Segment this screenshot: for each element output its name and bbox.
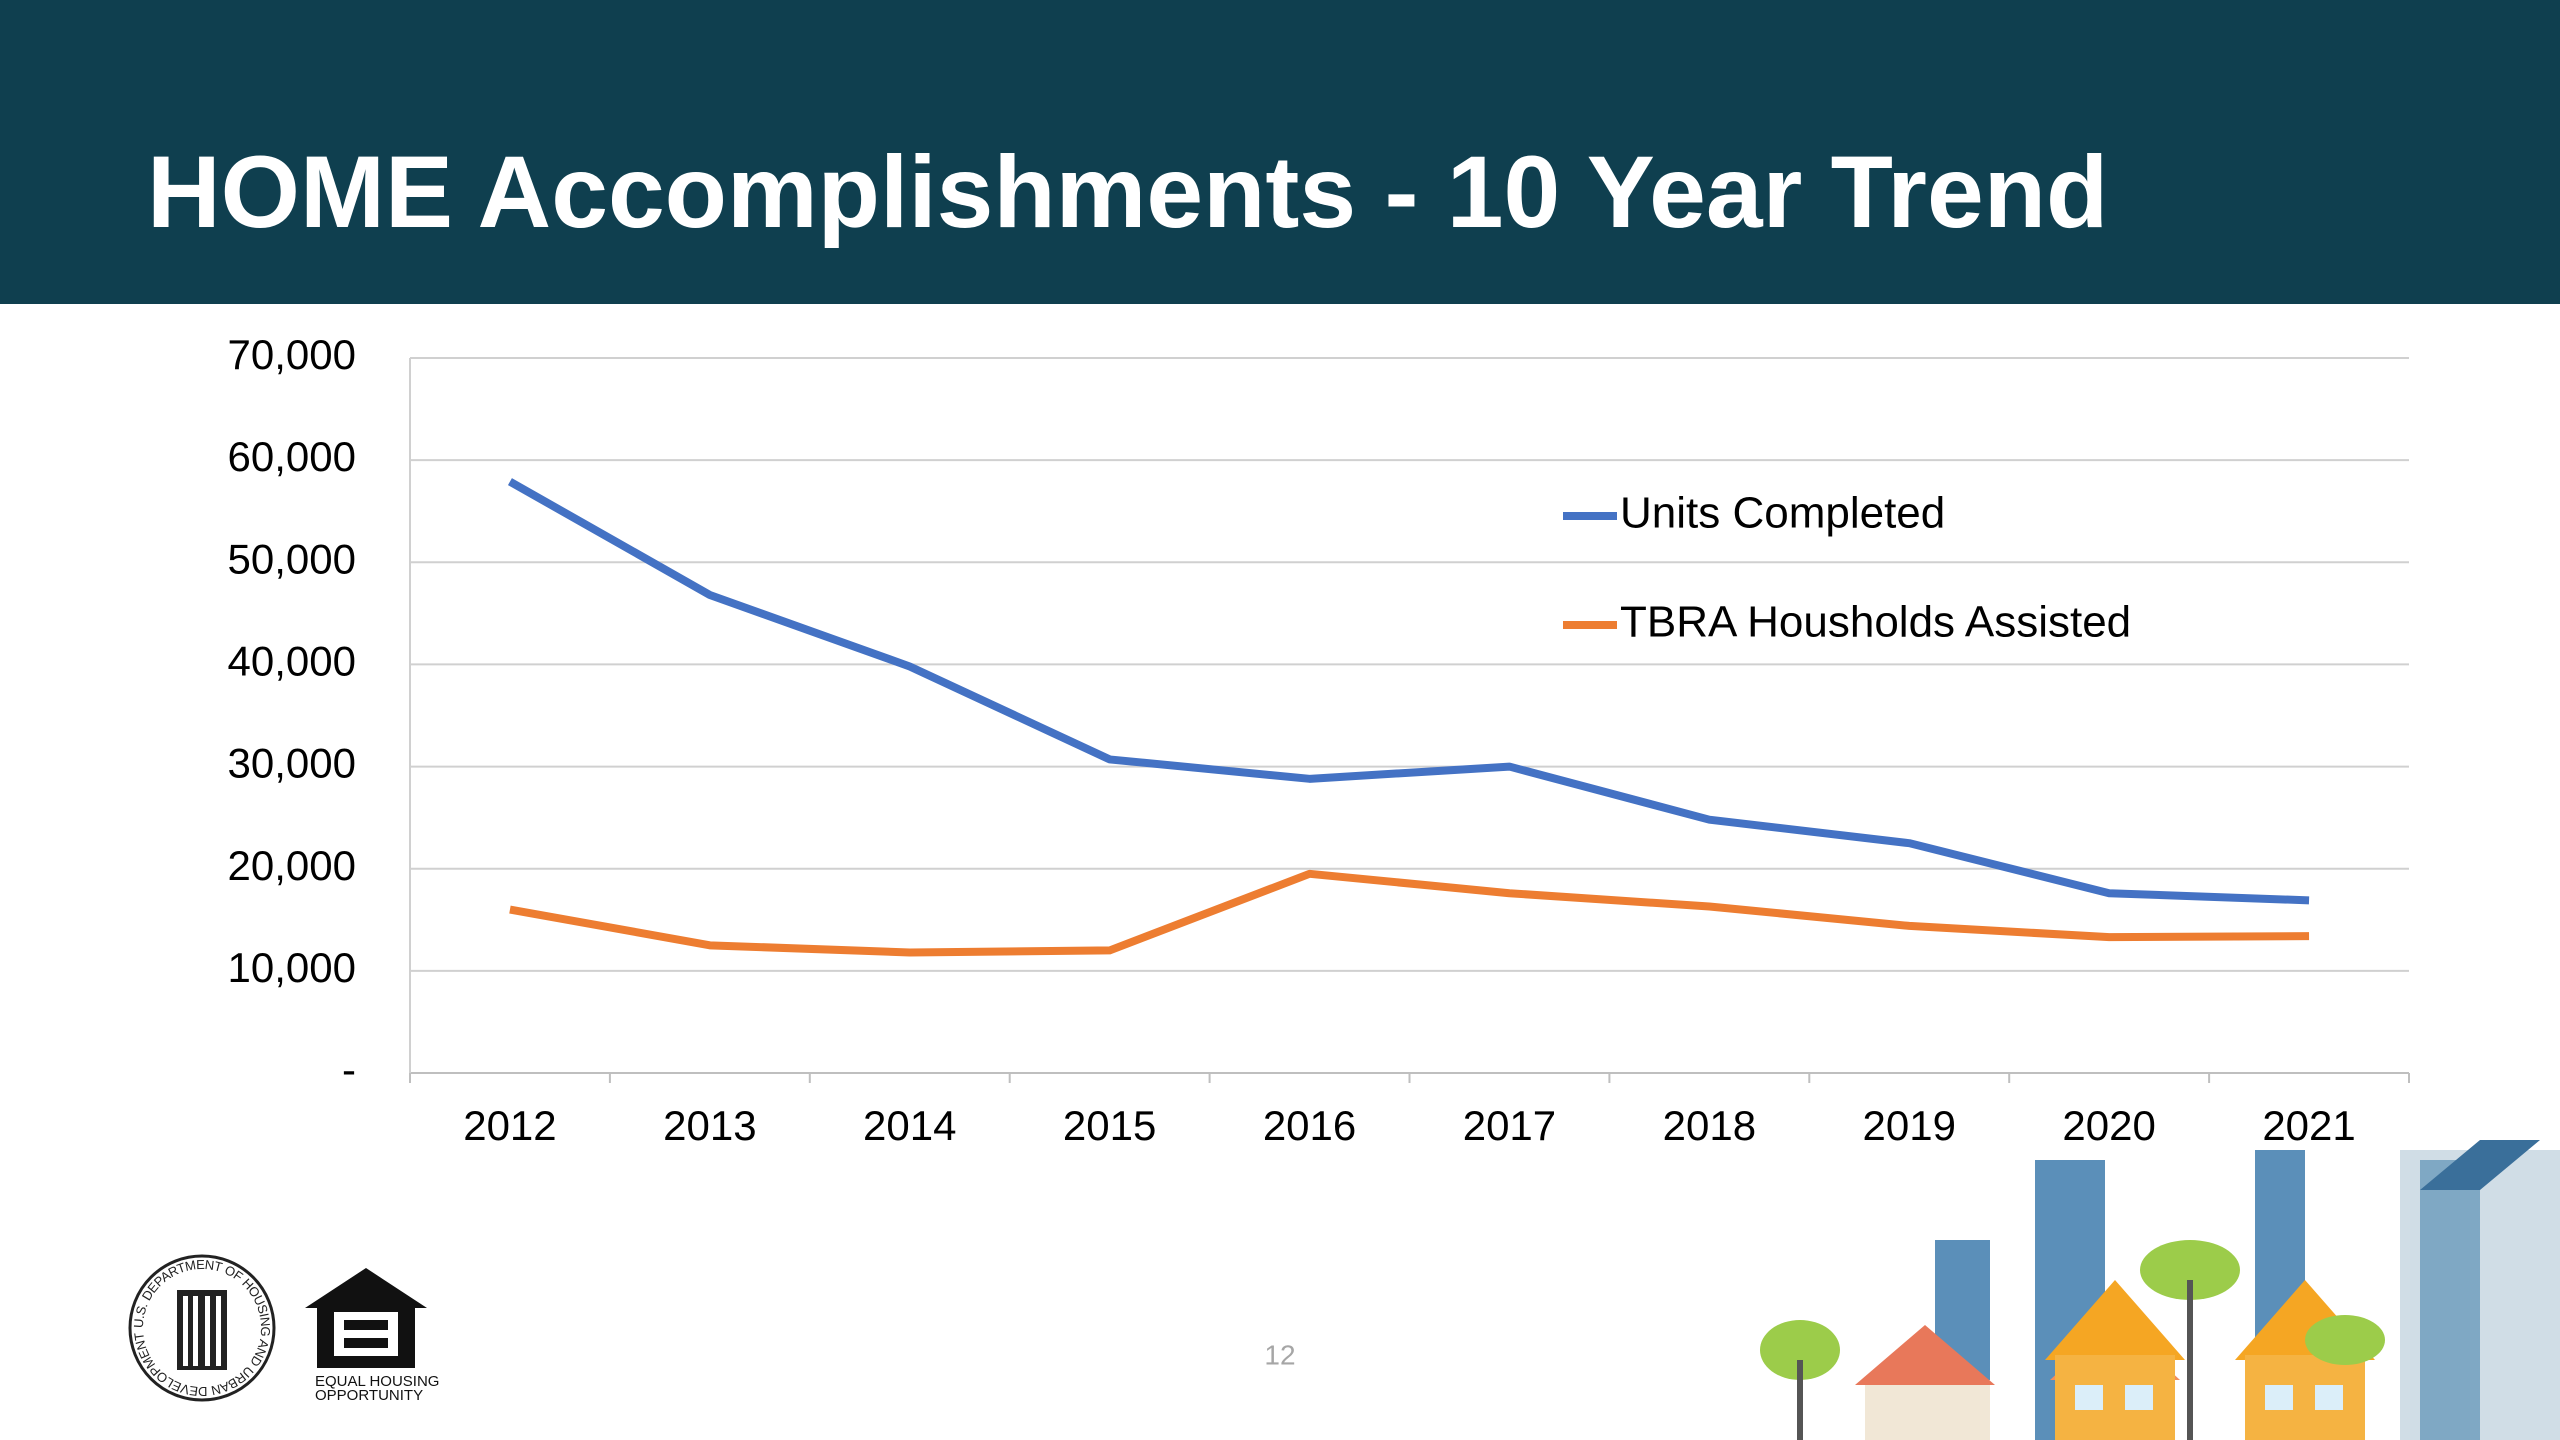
- y-tick-label: 20,000: [228, 842, 356, 889]
- y-tick-label: 70,000: [228, 331, 356, 378]
- y-tick-label: 40,000: [228, 638, 356, 685]
- y-tick-label: 10,000: [228, 944, 356, 991]
- x-tick-label: 2014: [863, 1102, 956, 1149]
- header-band: [0, 0, 2560, 304]
- legend-label: TBRA Housholds Assisted: [1620, 598, 2131, 647]
- x-tick-label: 2016: [1263, 1102, 1356, 1149]
- chart-title: HOME Accomplishments - 10 Year Trend: [147, 135, 2108, 249]
- city-illustration: [1760, 1140, 2560, 1440]
- x-tick-label: 2019: [1863, 1102, 1956, 1149]
- logo-text: OPPORTUNITY: [315, 1387, 423, 1404]
- x-tick-label: 2012: [463, 1102, 556, 1149]
- equal-housing-logo: EQUAL HOUSING OPPORTUNITY: [305, 1268, 439, 1404]
- y-tick-label: 50,000: [228, 535, 356, 582]
- y-tick-label: -: [342, 1046, 356, 1093]
- x-tick-label: 2015: [1063, 1102, 1156, 1149]
- series-line: [509, 869, 2310, 957]
- x-tick-label: 2013: [663, 1102, 756, 1149]
- legend-label: Units Completed: [1620, 489, 1945, 538]
- hud-seal: U.S. DEPARTMENT OF HOUSING AND URBAN DEV…: [128, 1254, 276, 1402]
- page-number: 12: [1264, 1339, 1295, 1370]
- x-tick-label: 2017: [1463, 1102, 1556, 1149]
- logo-text: EQUAL HOUSING: [315, 1373, 439, 1390]
- x-tick-label: 2018: [1663, 1102, 1756, 1149]
- x-tick-label: 2020: [2062, 1102, 2155, 1149]
- series-line: [507, 478, 2310, 905]
- y-tick-label: 30,000: [228, 740, 356, 787]
- y-tick-label: 60,000: [228, 433, 356, 480]
- x-tick-label: 2021: [2262, 1102, 2355, 1149]
